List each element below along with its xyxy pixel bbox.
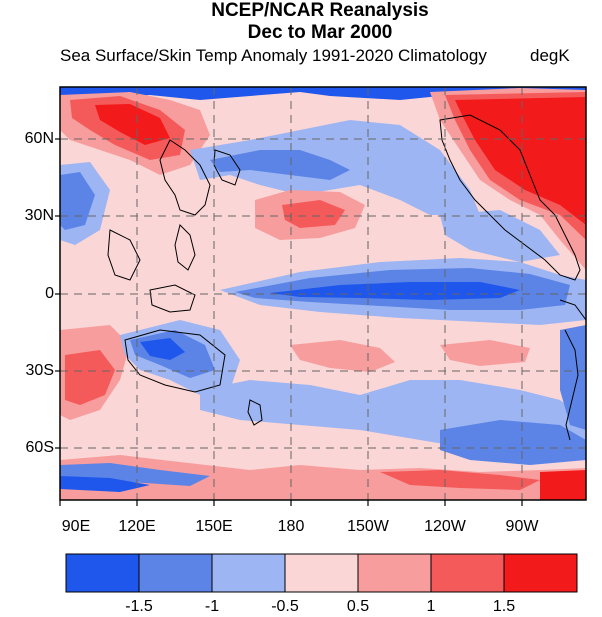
north-pacific-warm-core <box>282 200 345 228</box>
south-pacific-cold-patch <box>440 420 586 465</box>
color-bar-tick-label: -1.5 <box>125 598 153 615</box>
lat-label-60s: 60S <box>25 439 54 456</box>
lon-label-120w: 120W <box>424 518 466 535</box>
lat-label-equator: 0 <box>45 285 54 302</box>
north-america-strong-warm <box>455 97 586 225</box>
antarctic-warm-east <box>380 470 540 490</box>
coastlines <box>107 114 586 441</box>
lon-label-120e: 120E <box>118 518 156 535</box>
color-bar-tick-label: -1 <box>204 598 220 615</box>
equatorial-strong-cold <box>270 282 520 300</box>
lon-label-150w: 150W <box>347 518 389 535</box>
map-plot-area <box>60 87 586 500</box>
west-margin-cold <box>60 172 95 230</box>
color-bar-tick-label: -0.5 <box>271 598 299 615</box>
lon-label-150e: 150E <box>195 518 233 535</box>
lat-label-60n: 60N <box>24 130 54 147</box>
antarctic-strong-cold-west <box>60 476 150 492</box>
lat-label-30s: 30S <box>25 362 54 379</box>
color-bar-tick-label: 1.5 <box>492 598 516 615</box>
lat-label-30n: 30N <box>24 207 54 224</box>
siberia-strong-warm <box>95 104 170 145</box>
map-subtitle: Sea Surface/Skin Temp Anomaly 1991-2020 … <box>60 46 487 65</box>
grid-lines <box>60 87 586 500</box>
antarctic-strong-warm-east <box>540 470 586 500</box>
lon-label-180: 180 <box>277 518 305 535</box>
tick-marks <box>55 138 523 506</box>
antarctic-cold-west <box>60 463 210 486</box>
map-period: Dec to Mar 2000 <box>247 22 393 43</box>
arctic-cold-band <box>60 87 586 100</box>
antarctic-warm-edge <box>60 455 586 500</box>
color-bar-tick-label: 1 <box>426 598 436 615</box>
australia-strong-cold <box>140 338 185 360</box>
units-label: degK <box>530 46 570 65</box>
color-bar-tick-label: 0.5 <box>346 598 370 615</box>
north-pacific-cold-core <box>210 150 350 180</box>
south-america-coast-cold <box>560 325 586 430</box>
map-title: NCEP/NCAR Reanalysis <box>211 0 429 21</box>
south-pacific-warm <box>290 340 395 372</box>
indian-ocean-warm-core <box>65 350 115 405</box>
lon-label-90e: 90E <box>61 518 91 535</box>
lon-label-90w: 90W <box>505 518 539 535</box>
south-pacific-warm-east <box>440 340 530 366</box>
